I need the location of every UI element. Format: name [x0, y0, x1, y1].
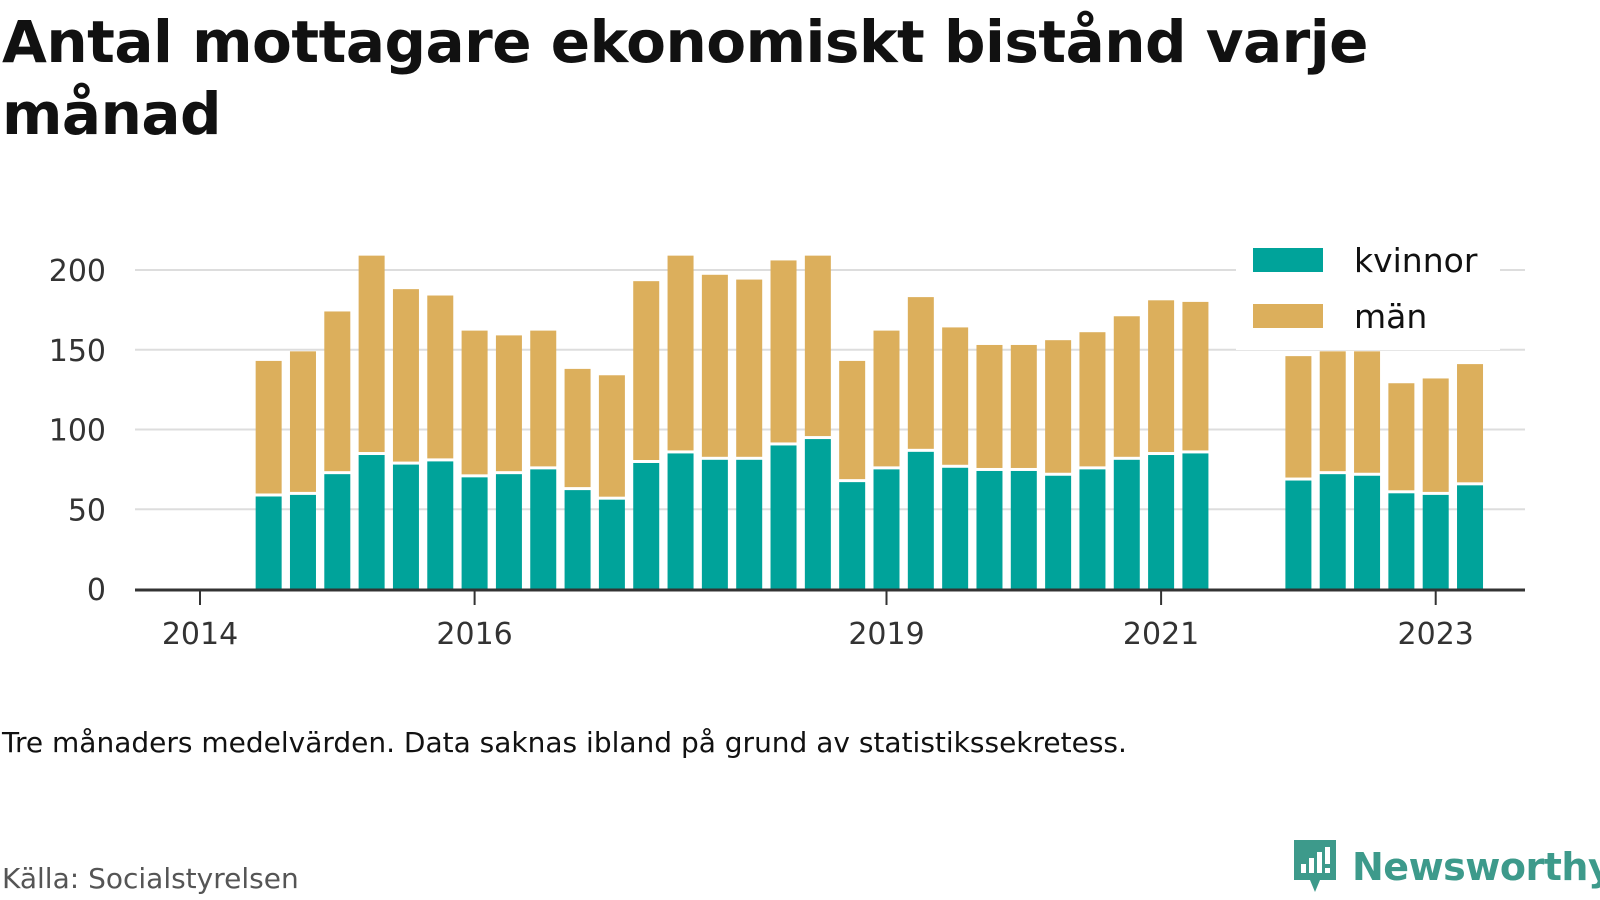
bar-man	[1113, 316, 1140, 457]
bar-kvinnor	[427, 461, 454, 589]
bar-man	[976, 344, 1003, 468]
y-tick-label: 50	[68, 493, 106, 528]
bar-man	[1319, 351, 1346, 472]
stacked-bar-chart: 0 50 100 150 200 2014 2016 2019 2021 2023 kvinno…	[48, 228, 1525, 652]
legend-label-man: män	[1354, 297, 1427, 336]
bar-kvinnor	[392, 464, 419, 589]
bar-man	[667, 255, 694, 451]
bar-man	[1079, 332, 1106, 467]
bar-man	[736, 279, 763, 457]
chart-title: Antal mottagare ekonomiskt bistånd varje…	[2, 8, 1369, 148]
bar-man	[392, 289, 419, 462]
legend: kvinnor män	[1236, 228, 1500, 350]
bar-man	[255, 360, 282, 494]
bar-kvinnor	[1354, 475, 1381, 589]
bar-man	[324, 311, 351, 472]
y-tick-label: 0	[87, 573, 106, 608]
bar-man	[530, 330, 557, 467]
bar-kvinnor	[324, 474, 351, 589]
x-tick-label: 2014	[162, 617, 238, 652]
bar-kvinnor	[1422, 494, 1449, 589]
bar-kvinnor	[1457, 485, 1484, 589]
source-label: Källa: Socialstyrelsen	[2, 862, 299, 895]
bar-kvinnor	[564, 490, 591, 589]
bar-man	[1422, 378, 1449, 492]
y-tick-label: 200	[49, 254, 106, 289]
bar-kvinnor	[358, 455, 385, 589]
bar-man	[289, 351, 316, 492]
bar-kvinnor	[1388, 493, 1415, 589]
bar-kvinnor	[1010, 470, 1037, 589]
x-tick-label: 2021	[1123, 617, 1199, 652]
y-tick-label: 150	[49, 334, 106, 369]
bar-man	[495, 335, 522, 472]
bar-kvinnor	[1079, 469, 1106, 589]
bar-kvinnor	[1319, 474, 1346, 589]
bar-man	[427, 295, 454, 459]
y-axis-ticks: 0 50 100 150 200	[49, 254, 106, 608]
bar-kvinnor	[907, 451, 934, 589]
bar-kvinnor	[255, 496, 282, 589]
bar-kvinnor	[667, 453, 694, 589]
bar-man	[907, 297, 934, 449]
bar-kvinnor	[598, 499, 625, 589]
bar-man	[633, 281, 660, 460]
bar-man	[770, 260, 797, 443]
bar-kvinnor	[701, 459, 728, 589]
bar-man	[942, 327, 969, 465]
legend-swatch-kvinnor	[1253, 248, 1323, 272]
bar-kvinnor	[770, 445, 797, 589]
chart-note: Tre månaders medelvärden. Data saknas ib…	[2, 726, 1127, 759]
legend-swatch-man	[1253, 304, 1323, 328]
bar-man	[1354, 351, 1381, 473]
bar-man	[1285, 356, 1312, 478]
bar-kvinnor	[976, 470, 1003, 589]
bar-kvinnor	[736, 459, 763, 589]
bar-kvinnor	[1113, 459, 1140, 589]
bar-kvinnor	[530, 469, 557, 589]
bar-man	[804, 255, 831, 437]
bar-man	[1182, 301, 1209, 451]
bar-man	[1045, 340, 1072, 473]
bar-man	[358, 255, 385, 453]
bar-kvinnor	[839, 482, 866, 589]
bar-kvinnor	[804, 439, 831, 589]
y-tick-label: 100	[49, 414, 106, 449]
bar-man	[1010, 344, 1037, 468]
bar-kvinnor	[461, 477, 488, 589]
bar-man	[873, 330, 900, 467]
bar-man	[461, 330, 488, 475]
bar-kvinnor	[1182, 453, 1209, 589]
newsworthy-logo-text: Newsworthy	[1352, 845, 1600, 889]
bar-man	[564, 368, 591, 488]
bar-kvinnor	[633, 462, 660, 589]
bar-kvinnor	[289, 494, 316, 589]
newsworthy-logo-icon	[1294, 840, 1336, 892]
bar-kvinnor	[1045, 475, 1072, 589]
bars	[255, 255, 1484, 589]
x-tick-label: 2019	[848, 617, 924, 652]
x-tick-label: 2016	[436, 617, 512, 652]
legend-label-kvinnor: kvinnor	[1354, 241, 1478, 280]
bar-kvinnor	[1285, 480, 1312, 589]
bar-man	[598, 375, 625, 497]
bar-man	[701, 274, 728, 457]
bar-man	[1457, 364, 1484, 483]
bar-kvinnor	[1148, 455, 1175, 589]
bar-man	[1388, 383, 1415, 491]
bar-kvinnor	[873, 469, 900, 589]
bar-man	[839, 360, 866, 480]
newsworthy-logo: Newsworthy	[1290, 838, 1600, 896]
bar-kvinnor	[495, 474, 522, 589]
bar-kvinnor	[942, 467, 969, 589]
bar-man	[1148, 300, 1175, 453]
x-axis-ticks: 2014 2016 2019 2021 2023	[162, 591, 1474, 652]
x-tick-label: 2023	[1398, 617, 1474, 652]
